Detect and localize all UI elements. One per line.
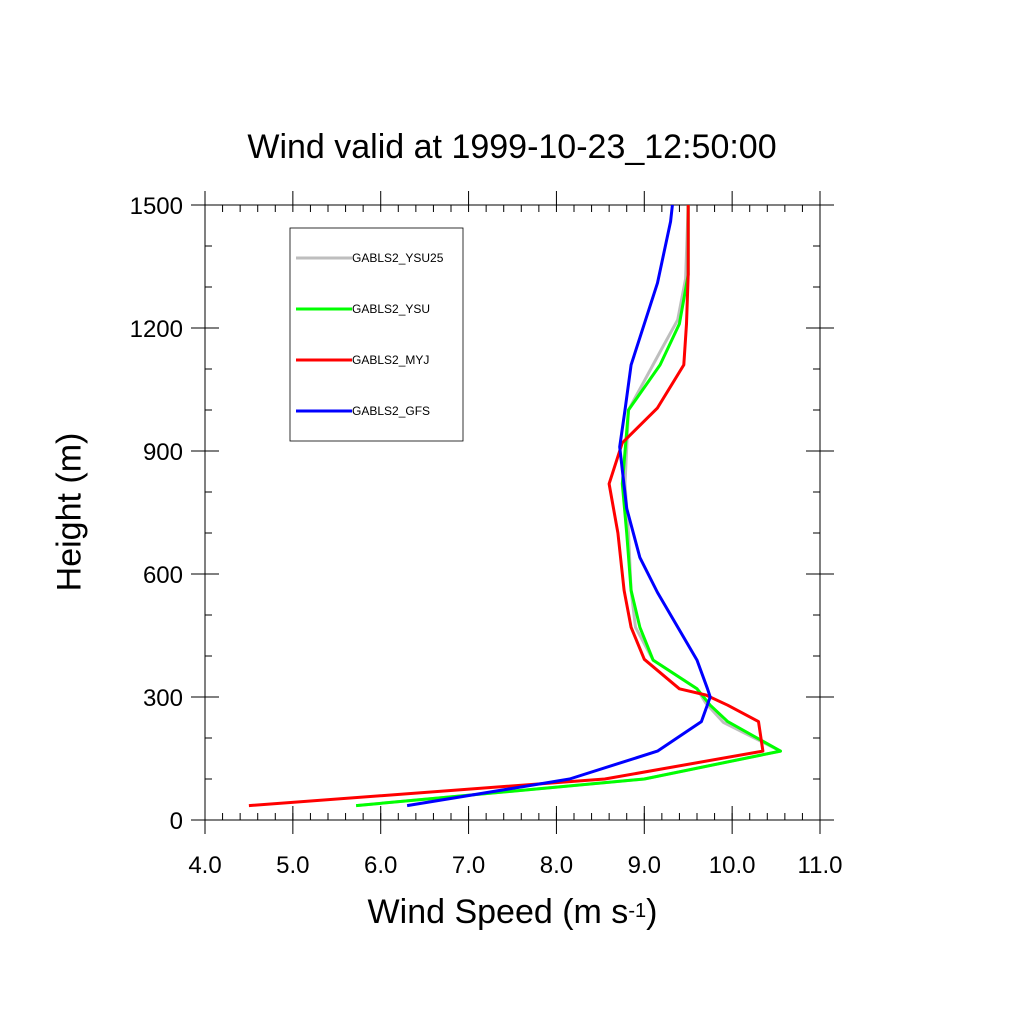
plot-frame bbox=[204, 204, 821, 821]
legend: GABLS2_YSU25 GABLS2_YSU GABLS2_MYJ GABLS2_G… bbox=[289, 227, 464, 442]
x-tick-label: 10.0 bbox=[709, 852, 756, 879]
legend-box bbox=[289, 227, 464, 442]
x-axis-label: Wind Speed (m s-1) bbox=[205, 893, 820, 932]
x-tick-label: 11.0 bbox=[798, 852, 843, 879]
x-tick-label: 7.0 bbox=[452, 852, 485, 879]
tick-labels: 4.0 5.0 6.0 7.0 8.0 9.0 10.0 11.0 0 300 600 900 1200… bbox=[130, 193, 843, 879]
series-line-gabls2-myj bbox=[248, 205, 765, 808]
legend-label: GABLS2_GFS bbox=[352, 404, 430, 418]
chart-title: Wind valid at 1999-10-23_12:50:00 bbox=[247, 128, 777, 166]
x-axis-label-main: Wind Speed (m s bbox=[367, 893, 629, 931]
x-tick-label: 6.0 bbox=[364, 852, 397, 879]
x-tick-label: 5.0 bbox=[276, 852, 309, 879]
x-tick-label: 8.0 bbox=[540, 852, 573, 879]
y-tick-label: 300 bbox=[143, 685, 183, 712]
x-axis-label-tail: ) bbox=[646, 893, 658, 931]
series-line-gabls2-gfs bbox=[406, 204, 712, 808]
series-lines bbox=[248, 204, 782, 808]
y-tick-label: 600 bbox=[143, 562, 183, 589]
y-tick-label: 1500 bbox=[130, 193, 183, 220]
legend-label: GABLS2_YSU bbox=[352, 302, 430, 316]
x-tick-label: 4.0 bbox=[188, 852, 221, 879]
y-tick-label: 900 bbox=[143, 439, 183, 466]
y-tick-label: 0 bbox=[170, 808, 183, 835]
y-axis-label: Height (m) bbox=[50, 432, 89, 592]
y-tick-label: 1200 bbox=[130, 316, 183, 343]
x-tick-label: 9.0 bbox=[628, 852, 661, 879]
x-axis-label-exponent: -1 bbox=[628, 900, 647, 922]
legend-label: GABLS2_YSU25 bbox=[352, 251, 444, 265]
series-line-gabls2-ysu bbox=[355, 205, 782, 808]
major-ticks bbox=[191, 191, 834, 834]
legend-label: GABLS2_MYJ bbox=[352, 353, 429, 367]
